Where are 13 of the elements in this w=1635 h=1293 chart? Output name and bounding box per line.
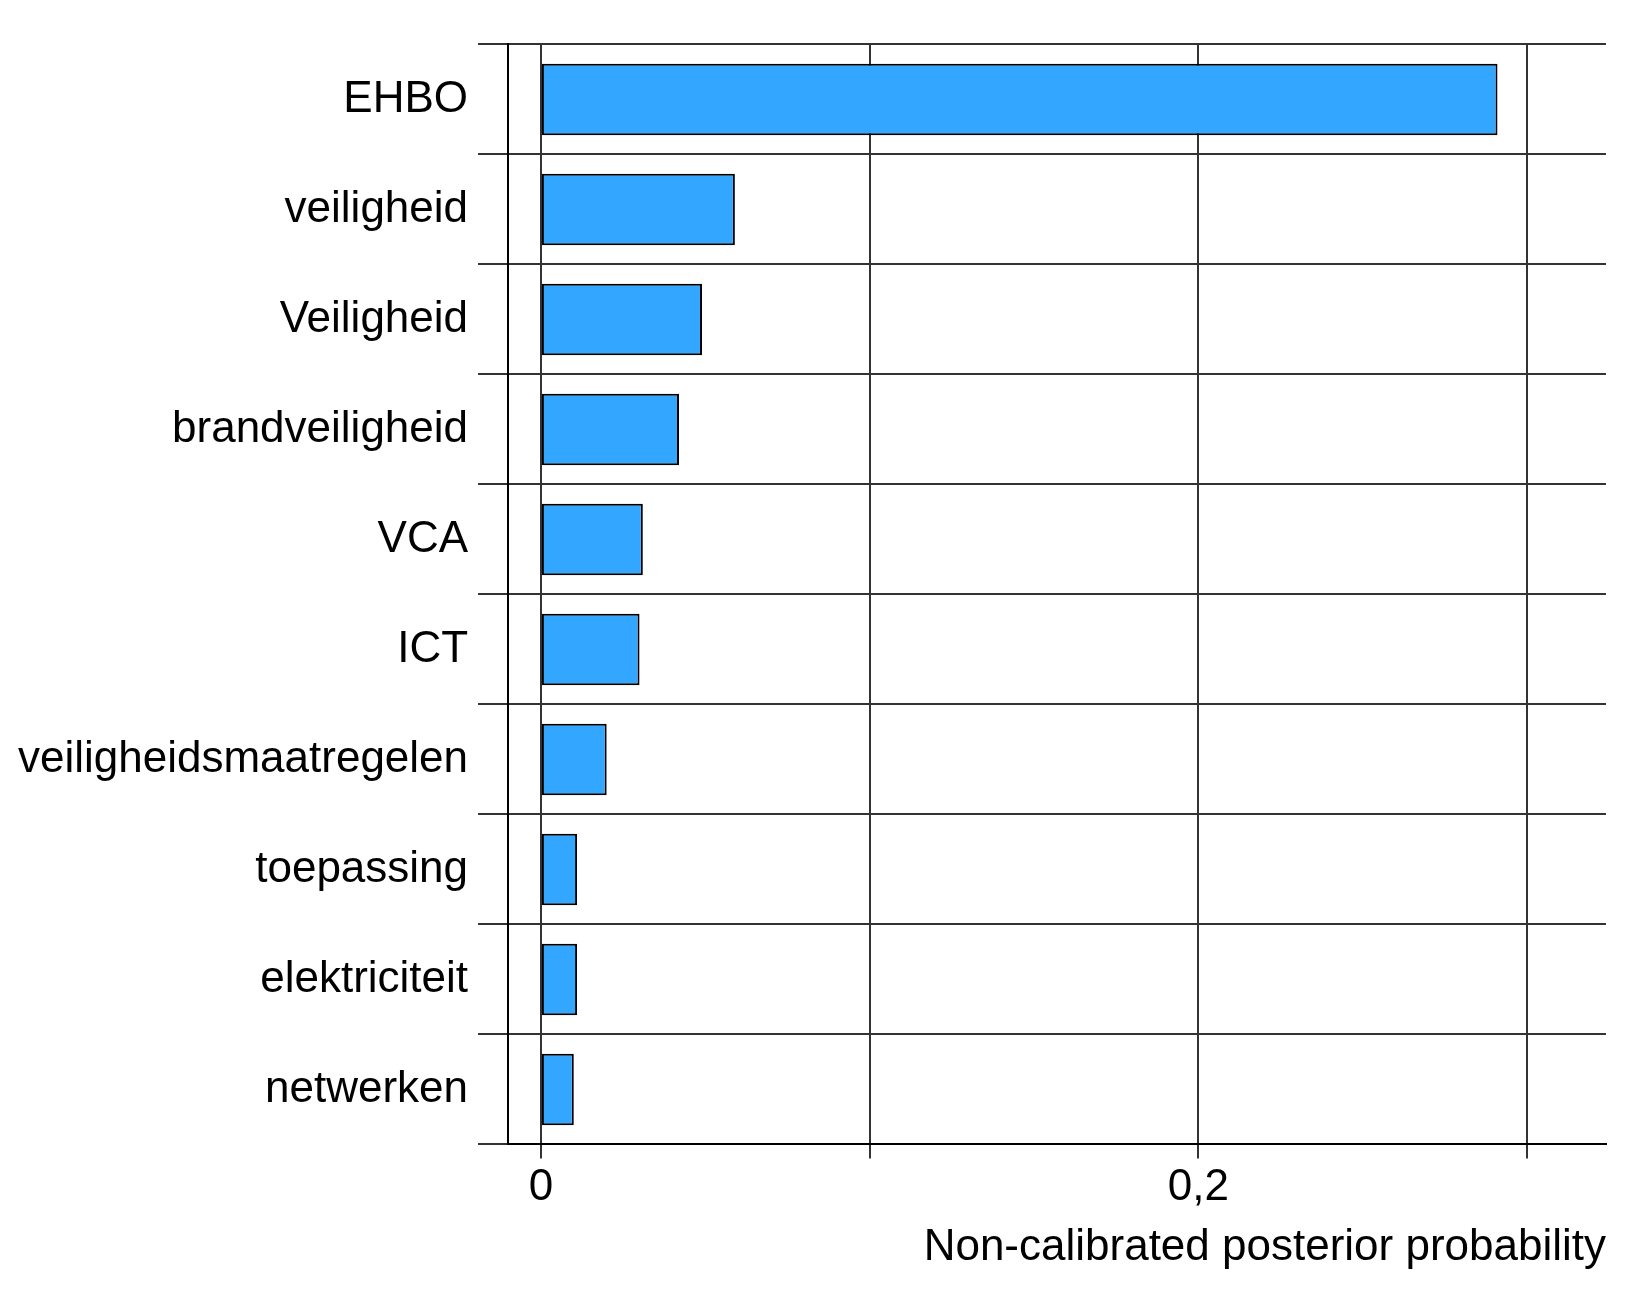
y-tick-label: veiligheidsmaatregelen bbox=[17, 731, 469, 781]
y-tick-label: netwerken bbox=[265, 1061, 469, 1111]
x-tick-label: 0 bbox=[528, 1159, 554, 1209]
y-tick-label: veiligheid bbox=[284, 181, 469, 231]
y-tick-label: ICT bbox=[397, 621, 469, 671]
y-tick-label: Veiligheid bbox=[279, 291, 469, 341]
x-tick-label: 0,2 bbox=[1167, 1159, 1229, 1209]
y-tick-label: toepassing bbox=[255, 841, 469, 891]
y-tick-label: EHBO bbox=[343, 71, 469, 121]
y-tick-label: elektriciteit bbox=[260, 951, 469, 1001]
x-axis-title: Non-calibrated posterior probability bbox=[923, 1219, 1606, 1269]
y-tick-label: VCA bbox=[377, 511, 469, 561]
y-tick-label: brandveiligheid bbox=[172, 401, 469, 451]
